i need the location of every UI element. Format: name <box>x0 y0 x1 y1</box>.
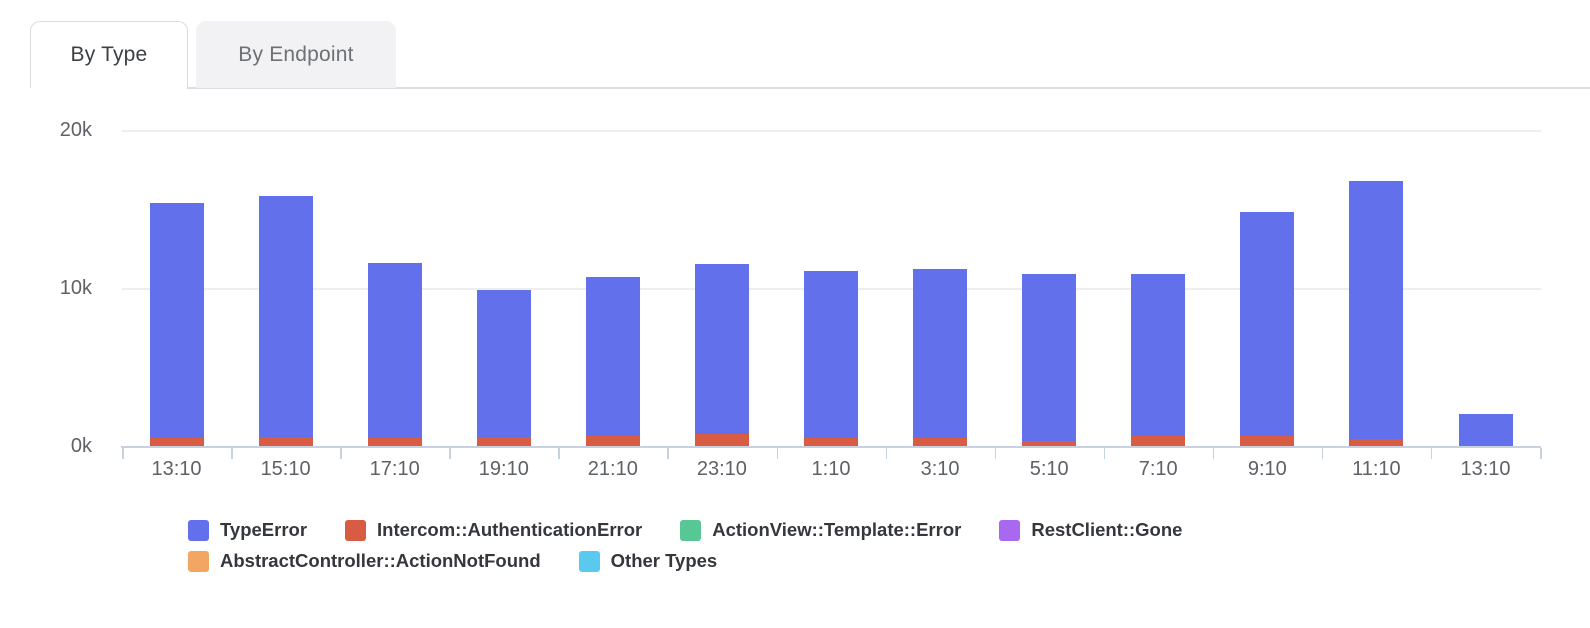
bar-segment-TypeError <box>694 264 749 435</box>
x-axis-tick <box>1212 448 1215 459</box>
x-axis-label-13:10-12: 13:10 <box>1460 458 1511 480</box>
x-axis-label-1:10-6: 1:10 <box>811 458 851 480</box>
bar-segment-TypeError <box>258 196 313 438</box>
bar-segment-Intercom::AuthenticationError <box>367 438 422 446</box>
bar-segment-TypeError <box>367 262 422 439</box>
bar-segment-TypeError <box>804 270 858 439</box>
x-axis-tick <box>449 448 451 459</box>
y-axis-label-10k: 10k <box>59 277 92 299</box>
bar-segment-TypeError <box>585 276 640 437</box>
bar-segment-TypeError <box>1349 180 1404 439</box>
x-axis-tick <box>558 448 560 459</box>
legend-label: Other Types <box>610 550 718 571</box>
x-axis-line <box>121 446 1541 448</box>
bar-3:10-7[interactable] <box>913 269 968 446</box>
legend-label: TypeError <box>220 519 308 540</box>
legend-label: AbstractController::ActionNotFound <box>220 550 541 571</box>
bar-segment-TypeError <box>1458 414 1513 446</box>
bar-segment-Intercom::AuthenticationError <box>1349 438 1404 446</box>
bar-segment-Intercom::AuthenticationError <box>476 437 531 446</box>
x-axis-tick <box>1103 448 1106 459</box>
x-axis-tick <box>994 448 997 459</box>
bar-15:10-1[interactable] <box>258 196 313 446</box>
x-axis-label-15:10-1: 15:10 <box>260 458 311 480</box>
bar-segment-TypeError <box>1022 273 1077 442</box>
stacked-bar-chart: 0k 10k 20k 13:10 15:10 17:10 19:10 21:10 23:10 1:… <box>59 119 1542 480</box>
bar-segment-Intercom::AuthenticationError <box>149 438 204 446</box>
bar-17:10-2[interactable] <box>367 262 422 446</box>
bar-segment-TypeError <box>149 202 204 439</box>
legend-item-4[interactable]: AbstractController::ActionNotFound <box>188 550 541 572</box>
y-axis-label-0k: 0k <box>70 435 92 457</box>
x-axis-tick <box>776 448 778 459</box>
bar-segment-Intercom::AuthenticationError <box>258 437 313 446</box>
x-axis-tick <box>885 448 887 459</box>
legend-swatch-icon <box>578 550 600 572</box>
x-axis-label-21:10-4: 21:10 <box>587 458 638 480</box>
legend-swatch-icon <box>345 519 367 541</box>
tab-by-type[interactable]: By Type <box>30 21 188 88</box>
x-axis-label-23:10-5: 23:10 <box>696 458 747 480</box>
legend-label: Intercom::AuthenticationError <box>377 519 643 540</box>
bar-segment-Intercom::AuthenticationError <box>913 438 968 446</box>
bar-1:10-6[interactable] <box>804 270 858 446</box>
x-axis-tick <box>667 448 669 459</box>
x-axis-tick <box>1540 448 1542 459</box>
legend-item-2[interactable]: ActionView::Template::Error <box>680 519 961 541</box>
x-axis-tick <box>340 448 342 459</box>
x-axis-label-5:10-8: 5:10 <box>1029 458 1069 480</box>
x-axis-tick <box>1321 448 1324 459</box>
bar-9:10-10[interactable] <box>1240 212 1295 446</box>
bar-segment-Intercom::AuthenticationError <box>694 434 749 446</box>
bar-segment-TypeError <box>913 269 968 439</box>
bar-13:10-12[interactable] <box>1458 414 1513 446</box>
bar-21:10-4[interactable] <box>585 276 640 446</box>
legend-swatch-icon <box>680 519 702 541</box>
bar-19:10-3[interactable] <box>476 289 531 446</box>
x-axis-tick <box>122 448 124 459</box>
y-axis-label-20k: 20k <box>59 119 92 141</box>
bar-segment-Intercom::AuthenticationError <box>804 438 858 446</box>
bar-segment-Intercom::AuthenticationError <box>585 436 640 446</box>
x-axis-label-19:10-3: 19:10 <box>478 458 529 480</box>
tab-by-endpoint[interactable]: By Endpoint <box>196 21 396 88</box>
bar-5:10-8[interactable] <box>1022 273 1077 446</box>
bar-segment-TypeError <box>1131 273 1186 437</box>
x-axis-label-7:10-9: 7:10 <box>1138 458 1178 480</box>
bar-23:10-5[interactable] <box>694 264 749 446</box>
legend-item-3[interactable]: RestClient::Gone <box>999 519 1182 541</box>
bar-segment-Intercom::AuthenticationError <box>1240 436 1295 446</box>
x-axis-label-11:10-11: 11:10 <box>1352 458 1401 480</box>
bar-segment-Intercom::AuthenticationError <box>1131 436 1186 446</box>
legend-swatch-icon <box>188 519 209 541</box>
x-axis-tick <box>1430 448 1433 459</box>
bar-segment-TypeError <box>1240 212 1295 437</box>
x-axis-label-9:10-10: 9:10 <box>1247 458 1287 480</box>
bar-segment-TypeError <box>476 289 531 438</box>
x-axis-label-17:10-2: 17:10 <box>369 458 420 480</box>
bar-13:10-0[interactable] <box>149 202 204 446</box>
legend-item-5[interactable]: Other Types <box>578 550 718 572</box>
legend-label: ActionView::Template::Error <box>712 519 962 540</box>
x-axis-tick <box>231 448 233 459</box>
bar-segment-Intercom::AuthenticationError <box>1022 441 1077 446</box>
legend-item-1[interactable]: Intercom::AuthenticationError <box>345 519 642 541</box>
bar-11:10-11[interactable] <box>1349 180 1404 446</box>
gridline-20k <box>122 130 1541 132</box>
x-axis-label-13:10-0: 13:10 <box>151 458 202 480</box>
tab-underline <box>187 87 1590 89</box>
legend-item-0[interactable]: TypeError <box>188 519 307 541</box>
legend-swatch-icon <box>188 550 209 572</box>
legend-swatch-icon <box>999 519 1021 541</box>
x-axis-label-3:10-7: 3:10 <box>920 458 960 480</box>
bar-7:10-9[interactable] <box>1131 273 1186 446</box>
chart-legend: TypeError Intercom::AuthenticationError Ac… <box>188 519 1402 572</box>
legend-label: RestClient::Gone <box>1031 519 1183 540</box>
